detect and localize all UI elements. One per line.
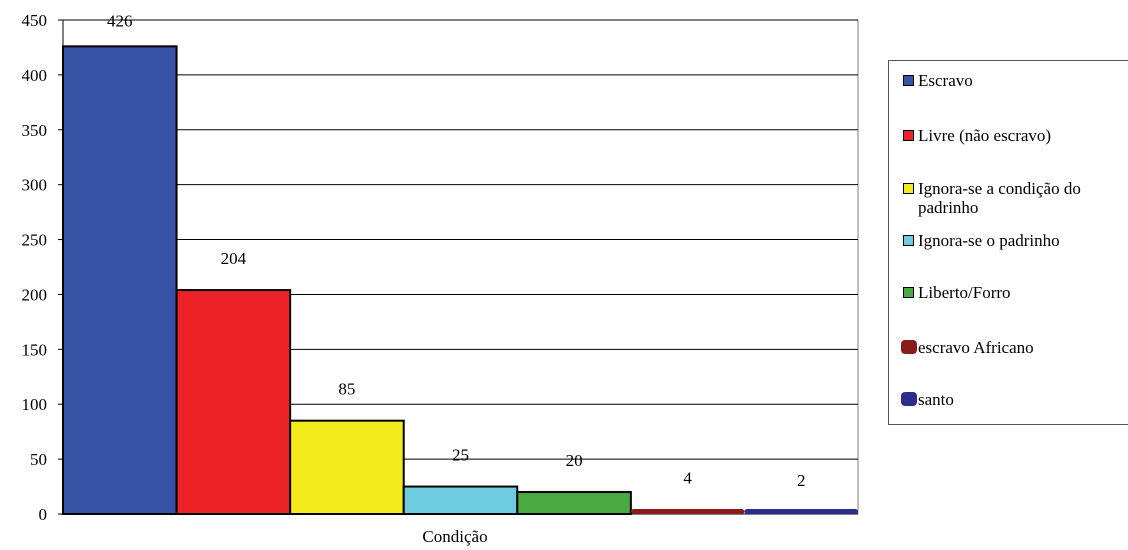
y-tick-label: 200 [22, 285, 48, 304]
y-tick-label: 0 [39, 505, 48, 524]
bar-7 [744, 509, 858, 514]
data-label-7: 2 [797, 471, 806, 490]
data-label-3: 85 [338, 380, 355, 399]
legend-swatch [903, 235, 914, 246]
x-axis-label: Condição [422, 527, 487, 546]
data-label-5: 20 [566, 451, 583, 470]
bar-6 [630, 509, 745, 514]
legend-swatch [901, 392, 917, 406]
legend-label: Livre (não escravo) [918, 126, 1052, 145]
bar-1 [62, 45, 178, 515]
y-axis: 0 50 100 150 200 250 300 350 400 450 [22, 11, 858, 524]
legend-item-2: Livre (não escravo) [903, 126, 1128, 145]
y-tick-label: 150 [22, 340, 48, 359]
data-label-1: 426 [107, 11, 133, 30]
bar-3 [289, 419, 405, 516]
legend-swatch [901, 340, 917, 354]
bars [62, 45, 858, 516]
legend-item-7: santo [901, 390, 1128, 409]
data-label-6: 4 [683, 469, 692, 488]
data-label-2: 204 [221, 249, 247, 268]
y-tick-label: 350 [22, 121, 48, 140]
legend-item-1: Escravo [903, 71, 1128, 90]
y-tick-label: 400 [22, 66, 48, 85]
legend: Escravo Livre (não escravo) Ignora-se a co… [888, 60, 1128, 425]
bar-5 [516, 491, 632, 515]
data-label-4: 25 [452, 446, 469, 465]
legend-swatch [903, 75, 914, 86]
y-tick-label: 300 [22, 176, 48, 195]
y-tick-label: 450 [22, 11, 48, 30]
legend-item-5: Liberto/Forro [903, 283, 1128, 302]
legend-swatch [903, 183, 914, 194]
legend-item-6: escravo Africano [901, 338, 1128, 357]
legend-label: Ignora-se o padrinho [918, 231, 1060, 250]
legend-label: escravo Africano [918, 338, 1034, 357]
y-tick-label: 50 [30, 450, 47, 469]
legend-label: Liberto/Forro [918, 283, 1011, 302]
y-tick-label: 250 [22, 231, 48, 250]
legend-item-4: Ignora-se o padrinho [903, 231, 1128, 250]
legend-swatch [903, 287, 914, 298]
legend-label: santo [918, 390, 954, 409]
bar-4 [402, 485, 519, 515]
legend-label: Ignora-se a condição do padrinho [918, 179, 1081, 217]
bar-2 [175, 289, 292, 516]
y-tick-label: 100 [22, 395, 48, 414]
legend-label: Escravo [918, 71, 973, 90]
legend-item-3: Ignora-se a condição do padrinho [903, 179, 1128, 217]
legend-swatch [903, 130, 914, 141]
